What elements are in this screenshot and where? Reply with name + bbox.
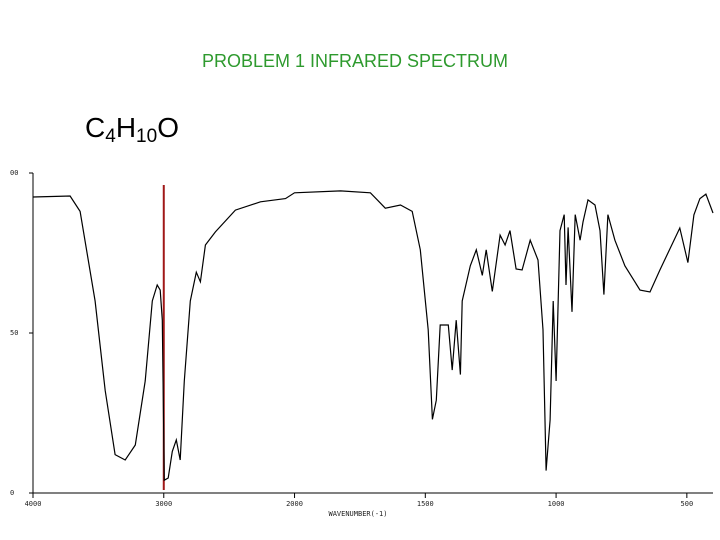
formula-subscript: 10 bbox=[136, 126, 157, 147]
slide-title: PROBLEM 1 INFRARED SPECTRUM bbox=[202, 51, 508, 71]
spectrum-line bbox=[32, 190, 714, 482]
x-tick-label: 4000 bbox=[25, 500, 42, 508]
formula-element: O bbox=[157, 112, 179, 143]
x-tick-label: 500 bbox=[681, 500, 694, 508]
y-tick-label: 50 bbox=[10, 329, 18, 337]
formula-subscript: 4 bbox=[105, 126, 116, 147]
formula-element: C bbox=[85, 112, 105, 143]
formula: C4H10O bbox=[85, 112, 179, 147]
x-tick-label: 2000 bbox=[286, 500, 303, 508]
x-tick-label: 1500 bbox=[417, 500, 434, 508]
formula-element: H bbox=[116, 112, 136, 143]
y-tick-label: 00 bbox=[10, 169, 18, 177]
x-tick-label: 1000 bbox=[548, 500, 565, 508]
x-tick-label: 3000 bbox=[155, 500, 172, 508]
x-axis-label: WAVENUMBER(-1) bbox=[328, 510, 387, 518]
y-tick-label: 0 bbox=[10, 489, 14, 497]
